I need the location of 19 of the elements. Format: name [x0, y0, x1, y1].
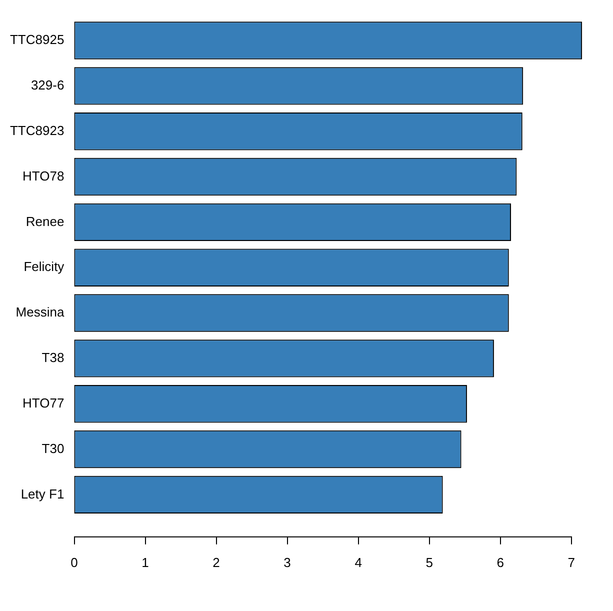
- x-tick-label: 5: [426, 554, 433, 570]
- y-tick-label: T30: [42, 440, 64, 456]
- y-tick-label: 329-6: [30, 78, 64, 93]
- y-tick-label: Felicity: [24, 259, 65, 274]
- x-tick-label: 6: [496, 554, 504, 570]
- y-tick-label: Lety F1: [20, 486, 64, 502]
- x-tick-label: 7: [568, 554, 575, 570]
- y-tick-label: TTC8925: [10, 32, 64, 48]
- x-tick-label: 0: [70, 554, 78, 570]
- x-tick-label: 1: [142, 554, 149, 570]
- x-tick-label: 2: [212, 554, 220, 570]
- x-tick-label: 4: [354, 554, 362, 570]
- y-tick-label: HTO77: [22, 395, 64, 410]
- y-tick-label: T38: [42, 350, 64, 366]
- x-tick-label: 3: [284, 554, 291, 570]
- y-tick-label: Renee: [26, 214, 64, 229]
- y-tick-label: HTO78: [22, 168, 64, 184]
- y-tick-label: TTC8923: [10, 122, 64, 138]
- y-tick-label: Messina: [16, 304, 65, 320]
